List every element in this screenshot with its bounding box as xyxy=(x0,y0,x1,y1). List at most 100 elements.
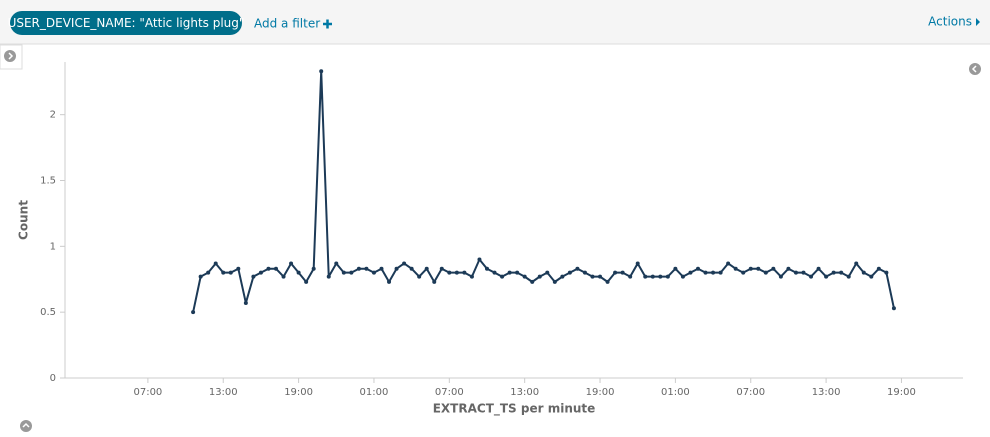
point xyxy=(522,274,527,279)
point xyxy=(726,261,731,266)
collapse-right[interactable] xyxy=(969,63,981,75)
point xyxy=(703,270,708,275)
point xyxy=(846,274,851,279)
x-tick-label: 07:00 xyxy=(736,387,765,398)
point xyxy=(756,266,761,271)
point xyxy=(711,270,716,275)
point xyxy=(319,69,324,74)
point xyxy=(635,261,640,266)
point xyxy=(439,266,444,271)
point xyxy=(605,279,610,284)
point xyxy=(409,266,414,271)
point xyxy=(198,274,203,279)
point xyxy=(537,274,542,279)
x-tick-label: 07:00 xyxy=(435,387,464,398)
point xyxy=(809,274,814,279)
point xyxy=(748,266,753,271)
actions-caret[interactable] xyxy=(976,18,980,26)
point xyxy=(469,274,474,279)
point xyxy=(598,274,603,279)
point xyxy=(296,270,301,275)
point xyxy=(221,270,226,275)
point xyxy=(861,270,866,275)
point xyxy=(891,306,896,311)
x-tick-label: 13:00 xyxy=(510,387,539,398)
point xyxy=(492,270,497,275)
x-tick-label: 13:00 xyxy=(209,387,238,398)
collapse-left[interactable] xyxy=(4,50,16,62)
chevron xyxy=(8,52,14,60)
collapse-bottom[interactable] xyxy=(20,420,32,432)
y-axis-title: Count xyxy=(17,200,31,240)
point xyxy=(454,270,459,275)
point xyxy=(560,274,565,279)
point xyxy=(341,270,346,275)
point xyxy=(281,274,286,279)
point xyxy=(289,261,294,266)
point xyxy=(816,266,821,271)
point xyxy=(673,266,678,271)
point xyxy=(500,274,505,279)
point xyxy=(582,270,587,275)
point xyxy=(590,274,595,279)
x-tick-label: 19:00 xyxy=(586,387,615,398)
y-tick-label: 0 xyxy=(50,373,56,384)
point xyxy=(628,274,633,279)
add-filter[interactable]: Add a filter xyxy=(254,17,320,31)
point xyxy=(266,266,271,271)
point xyxy=(741,270,746,275)
point xyxy=(884,270,889,275)
point xyxy=(793,270,798,275)
point xyxy=(311,266,316,271)
point xyxy=(733,266,738,271)
point xyxy=(206,270,211,275)
point xyxy=(718,270,723,275)
point xyxy=(876,266,881,271)
point xyxy=(658,274,663,279)
point xyxy=(304,279,309,284)
point xyxy=(620,270,625,275)
point xyxy=(417,274,422,279)
point xyxy=(665,274,670,279)
x-tick-label: 07:00 xyxy=(133,387,162,398)
point xyxy=(364,266,369,271)
point xyxy=(839,270,844,275)
point xyxy=(356,266,361,271)
x-tick-label: 01:00 xyxy=(360,387,389,398)
point xyxy=(477,257,482,262)
point xyxy=(387,279,392,284)
point xyxy=(447,270,452,275)
point xyxy=(424,266,429,271)
point xyxy=(484,266,489,271)
point xyxy=(243,300,248,305)
point xyxy=(462,270,467,275)
point xyxy=(643,274,648,279)
point xyxy=(552,279,557,284)
point xyxy=(515,270,520,275)
line xyxy=(192,70,895,313)
point xyxy=(228,270,233,275)
point xyxy=(613,270,618,275)
x-tick-label: 13:00 xyxy=(812,387,841,398)
filter-text[interactable]: USER_DEVICE_NAME: "Attic lights plug" xyxy=(8,16,245,30)
y-tick-label: 1 xyxy=(50,241,56,252)
plus-icon[interactable] xyxy=(323,19,332,29)
y-tick-label: 2 xyxy=(50,110,56,121)
point xyxy=(432,279,437,284)
point xyxy=(688,270,693,275)
point xyxy=(831,270,836,275)
point xyxy=(402,261,407,266)
actions[interactable]: Actions xyxy=(928,15,972,29)
y-tick-label: 0.5 xyxy=(40,307,56,318)
point xyxy=(763,270,768,275)
filter-pill[interactable] xyxy=(10,11,242,35)
point xyxy=(869,274,874,279)
point xyxy=(824,274,829,279)
point xyxy=(236,266,241,271)
point xyxy=(371,270,376,275)
x-axis-title: EXTRACT_TS per minute xyxy=(433,402,596,417)
point xyxy=(771,266,776,271)
point xyxy=(334,261,339,266)
point xyxy=(273,266,278,271)
